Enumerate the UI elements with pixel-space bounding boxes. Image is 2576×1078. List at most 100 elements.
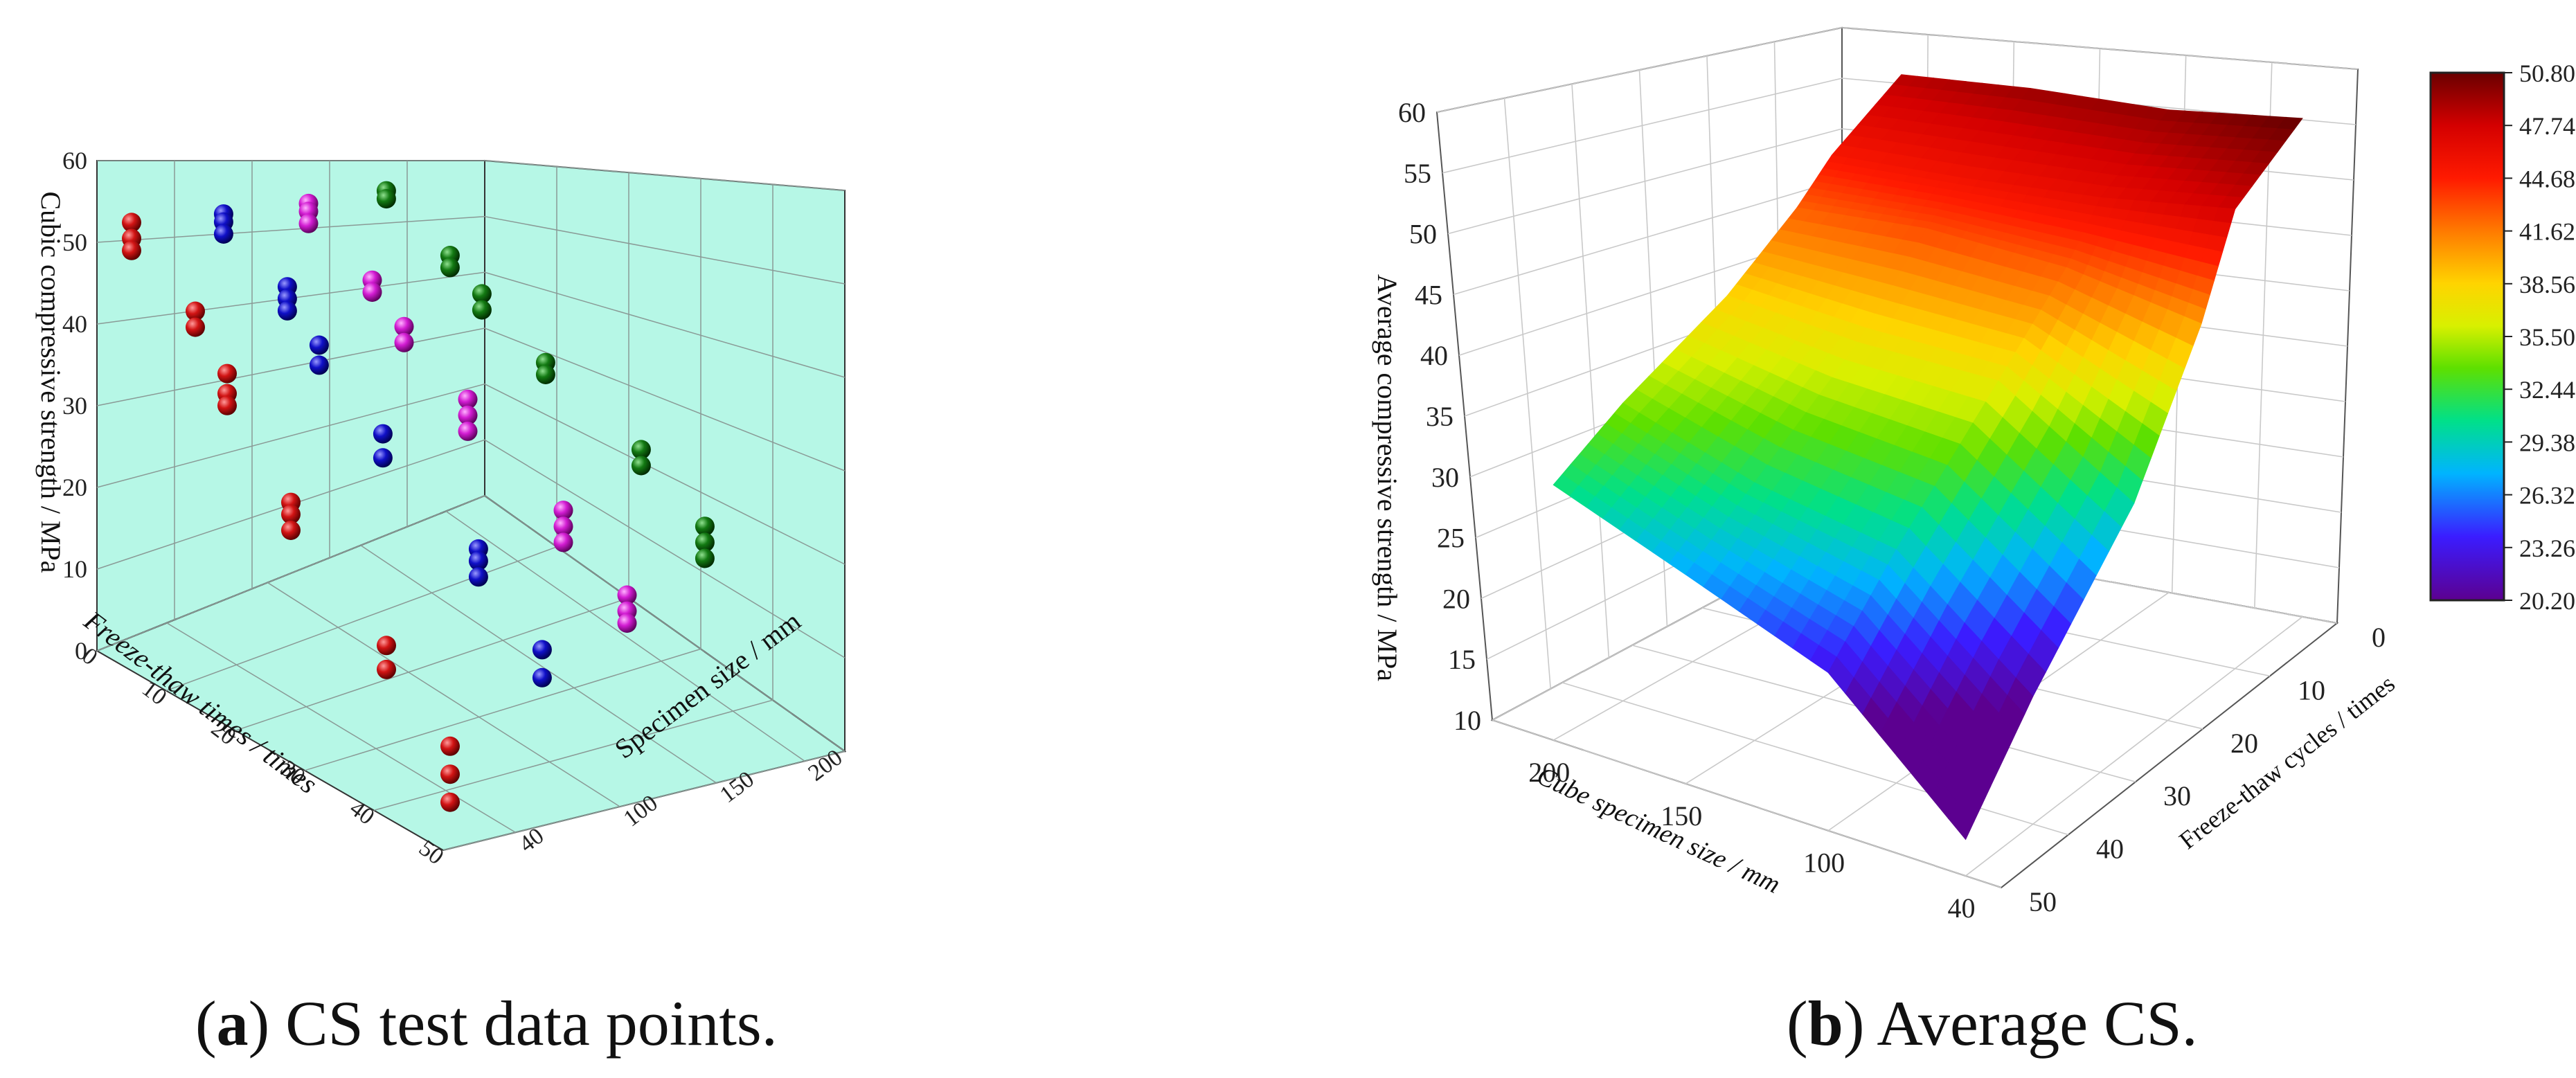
chart-a-point [440, 792, 460, 812]
chart-a-floor-grid-y [267, 582, 620, 807]
caption-b-text: Average CS. [1877, 988, 2198, 1059]
chart-b-left-vgrid [1503, 98, 1551, 690]
chart-b-floor-grid-y [1492, 719, 2002, 888]
chart-a-point [373, 424, 393, 444]
chart-a-floor-grid-x [442, 751, 846, 851]
chart-a-floor-grid-y [445, 510, 805, 762]
chart-b-colorbar-tick: 32.44 [2519, 376, 2575, 404]
chart-a-point [298, 213, 319, 233]
chart-a-point [440, 258, 460, 278]
chart-a-point [186, 317, 205, 337]
chart-b-z-tick: 60 [1398, 97, 1426, 128]
chart-b-y-tick: 30 [2163, 780, 2191, 811]
chart-a-point [440, 736, 460, 756]
chart-b-z-tick: 20 [1442, 583, 1470, 614]
chart-b-z-tick: 35 [1426, 401, 1454, 432]
chart-b-x-tick: 200 [1528, 757, 1570, 788]
chart-a-point [631, 440, 651, 460]
chart-b-y-tick: 10 [2298, 674, 2325, 706]
chart-a-point [695, 548, 715, 568]
chart-b-z-axis-label: Average compressive strength / MPa [1372, 274, 1403, 681]
chart-a-z-gridline [96, 271, 846, 378]
chart-b-surface [1553, 74, 2303, 841]
chart-b-colorbar-tick: 50.80 [2519, 60, 2575, 87]
chart-b-colorbar-tick: 20.20 [2519, 587, 2575, 615]
chart-a-floor-grid-y [360, 545, 717, 784]
chart-b-left-vgrid [1571, 84, 1610, 658]
chart-a-point [217, 395, 237, 415]
chart-a-point [631, 456, 651, 476]
chart-b-x-tick: 150 [1661, 800, 1702, 832]
chart-b-tick-labels: 10 15 20 25 30 35 40 45 50 55 60 200 150 100 40 0 10 20 30… [1398, 97, 2386, 924]
chart-b-colorbar-tick: 26.32 [2519, 482, 2575, 510]
chart-b-colorbar-tick: 44.68 [2519, 165, 2575, 192]
chart-b-colorbar-tick: 35.50 [2519, 323, 2575, 351]
chart-b-floor-grid-x [1965, 616, 2303, 877]
chart-a-z-tick: 0 [75, 637, 87, 665]
chart-a-point [376, 189, 396, 209]
chart-b-colorbar-ramp [2429, 71, 2505, 602]
chart-a-point [377, 659, 396, 679]
chart-a-point [186, 301, 205, 321]
chart-a-z-gridline [96, 383, 846, 565]
chart-a-z-gridline [96, 439, 846, 658]
chart-a-point [122, 240, 141, 260]
chart-a-z-tick: 20 [62, 474, 87, 501]
chart-b-surface-patch [1948, 800, 1975, 841]
chart-b-z-tick: 45 [1415, 279, 1442, 310]
chart-a-point [217, 363, 237, 384]
chart-a-points [122, 181, 715, 812]
chart-a-point [281, 504, 301, 524]
chart-b-y-tick: 50 [2029, 886, 2057, 917]
chart-b-colorbar-tick: 47.74 [2519, 112, 2575, 140]
chart-b-floor-grid-y [1562, 682, 2069, 836]
chart-a-point [532, 667, 552, 688]
chart-a-point [553, 516, 573, 537]
chart-a-floor-grid-x [304, 648, 701, 771]
chart-a-z-tick: 10 [62, 555, 87, 583]
chart-a-point [535, 365, 555, 384]
chart-b-z-tick: 50 [1409, 219, 1437, 250]
chart-a-z-tick: 30 [62, 392, 87, 420]
chart-b-z-tick: 55 [1404, 158, 1431, 189]
caption-a: (a) CS test data points. [195, 988, 778, 1059]
chart-b-x-tick: 40 [1948, 892, 1976, 924]
chart-a-point [458, 421, 478, 441]
chart-a-point [553, 532, 573, 553]
chart-a-point [458, 389, 478, 409]
chart-b-colorbar-tick: 41.62 [2519, 218, 2575, 246]
chart-a-point [472, 284, 492, 304]
chart-a-point [394, 332, 414, 352]
chart-a-point [553, 501, 573, 521]
chart-a-point [440, 764, 460, 784]
chart-a-point [468, 551, 488, 571]
chart-a-z-gridline [97, 160, 846, 191]
chart-a-floor-grid-x [166, 546, 557, 692]
chart-a-point [281, 521, 301, 540]
chart-a-floor-grid-x [235, 597, 629, 731]
chart-a-point [394, 316, 414, 336]
chart-a-floor-grid-x [373, 699, 773, 811]
chart-a-z-tick: 40 [62, 310, 87, 338]
chart-a-floor-grid-x [96, 495, 485, 652]
chart-a-point [309, 335, 329, 355]
chart-a-point [695, 532, 715, 553]
chart-b-colorbar-tick: 23.26 [2519, 534, 2575, 562]
chart-a-panes [95, 159, 847, 852]
chart-a-point [617, 613, 637, 633]
chart-a-point [309, 355, 329, 375]
chart-a-point [458, 405, 478, 425]
chart-a-z-axis-label: Cubic compressive strength / MPa [35, 191, 66, 573]
chart-b-y-tick: 20 [2230, 728, 2258, 759]
chart-b-z-tick: 10 [1454, 705, 1481, 736]
chart-a-point [362, 282, 382, 302]
chart-a-point [122, 213, 141, 233]
chart-b-colorbar: 50.80 47.74 44.68 41.62 38.56 35.50 32.44 29.38… [2429, 60, 2575, 615]
chart-a-point [373, 448, 393, 468]
chart-b-z-tick: 15 [1448, 644, 1476, 675]
chart-a-point [695, 516, 715, 537]
chart-b-z-tick: 25 [1437, 523, 1465, 554]
chart-b-y-tick: 0 [2372, 622, 2386, 653]
